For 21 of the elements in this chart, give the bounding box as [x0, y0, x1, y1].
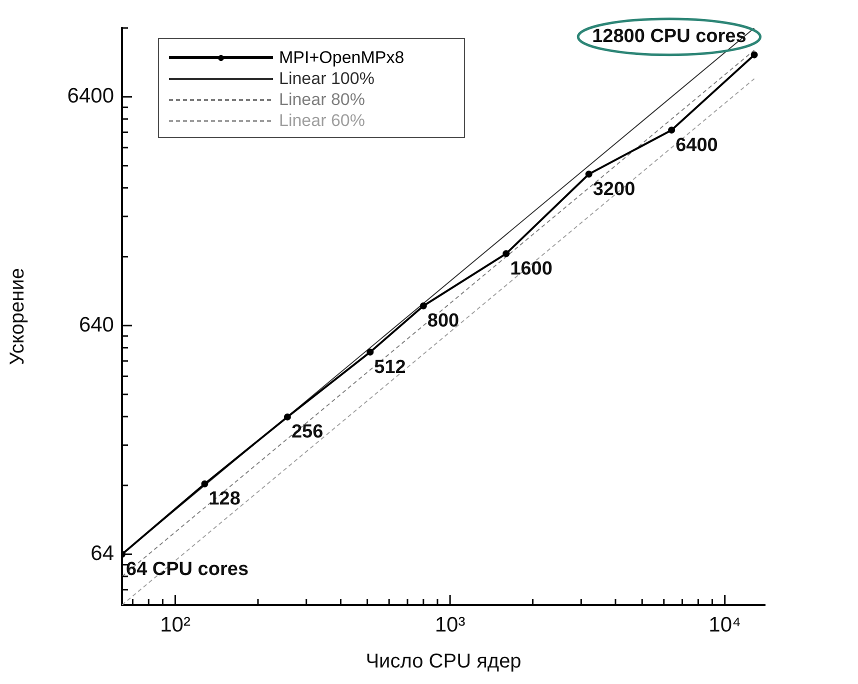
x-tick-label: 10³	[434, 613, 466, 636]
annotation: 64 CPU cores	[126, 558, 249, 580]
annotation: 3200	[592, 178, 636, 200]
y-tick-label: 64	[90, 542, 114, 566]
x-axis-title: Число CPU ядер	[366, 650, 522, 673]
text: Linear 100%	[279, 68, 374, 88]
annotation: 512	[374, 356, 406, 378]
x-tick-label: 10²	[160, 613, 190, 636]
x-tick-label: 10⁴	[708, 613, 742, 636]
text: MPI+OpenMPx8	[279, 48, 404, 68]
text: Linear 60%	[279, 110, 366, 130]
annotation: 1600	[510, 258, 552, 280]
y-tick-label: 640	[78, 313, 114, 336]
y-tick-label: 6400	[67, 84, 114, 108]
annotation: 800	[427, 310, 460, 332]
y-axis-title: Ускорение	[6, 268, 29, 366]
annotation: 256	[291, 422, 324, 443]
annotation: 12800 CPU cores	[592, 26, 746, 48]
annotation: 6400	[676, 134, 718, 156]
annotation: 128	[208, 488, 240, 510]
text: Linear 80%	[279, 90, 366, 110]
